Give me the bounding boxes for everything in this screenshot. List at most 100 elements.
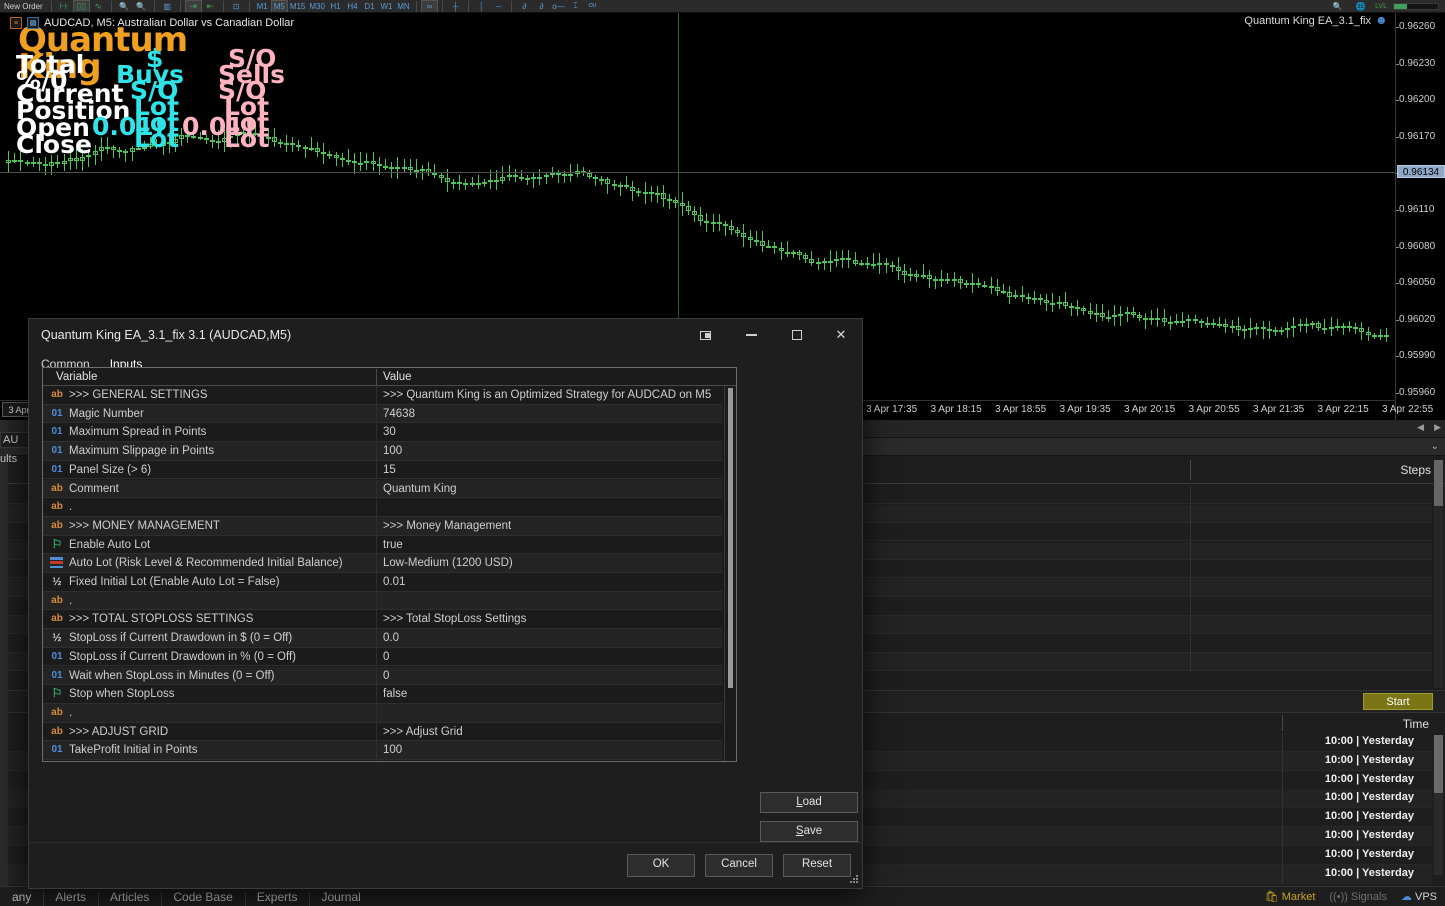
reset-button[interactable]: Reset bbox=[783, 854, 851, 877]
input-row[interactable]: ½ Fixed Initial Lot (Enable Auto Lot = Fa… bbox=[43, 573, 722, 592]
dialog-title-bar[interactable]: Quantum King EA_3.1_fix 3.1 (AUDCAD,M5) … bbox=[29, 319, 862, 351]
column-header-value[interactable]: Value bbox=[383, 371, 412, 383]
input-row[interactable]: 01 Maximum Spread in Points 30 bbox=[43, 423, 722, 443]
input-value[interactable]: >>> Quantum King is an Optimized Strateg… bbox=[383, 389, 712, 401]
equidistant-icon[interactable]: o— bbox=[552, 1, 565, 11]
input-row[interactable]: ½ StopLoss if Current Drawdown in $ (0 = … bbox=[43, 629, 722, 648]
input-value[interactable]: 0.01 bbox=[383, 576, 406, 588]
input-row[interactable]: 01Trailing Start in Points (0 = Off)0 bbox=[43, 760, 722, 761]
input-value[interactable]: 15 bbox=[383, 463, 396, 476]
timeframe-w1[interactable]: W1 bbox=[380, 1, 393, 11]
timeframe-m5[interactable]: M5 bbox=[270, 0, 288, 12]
input-value[interactable]: true bbox=[383, 538, 403, 551]
input-value[interactable]: 100 bbox=[383, 744, 403, 757]
candlestick-chart-icon[interactable]: ▯▯ bbox=[72, 0, 90, 12]
indicators-icon[interactable]: ⊡ bbox=[232, 1, 240, 11]
input-value[interactable]: 0.0 bbox=[383, 632, 399, 645]
scroll-right-icon[interactable]: ▶ bbox=[1434, 422, 1441, 432]
input-row[interactable]: ab. bbox=[43, 591, 722, 611]
input-row[interactable]: 01 Wait when StopLoss in Minutes (0 = Off… bbox=[43, 666, 722, 686]
fibonacci-icon[interactable]: ᴼᵁ bbox=[588, 1, 597, 11]
input-value[interactable]: 0 bbox=[383, 650, 390, 663]
sidebar-item-results[interactable]: ults bbox=[0, 453, 18, 465]
input-value[interactable]: >>> Money Management bbox=[383, 519, 512, 532]
horizontal-line-icon[interactable]: ─ bbox=[495, 1, 502, 11]
zoom-in-icon[interactable]: 🔍 bbox=[119, 1, 130, 11]
timeframe-m1[interactable]: M1 bbox=[256, 1, 268, 11]
input-row[interactable]: 01 Panel Size (> 6) 15 bbox=[43, 460, 722, 480]
input-value[interactable]: 74638 bbox=[383, 407, 415, 420]
statusbar-tab-articles[interactable]: Articles bbox=[98, 890, 161, 906]
chart-shift-toggle-icon[interactable]: ⇤ bbox=[206, 0, 214, 11]
pin-window-icon[interactable] bbox=[682, 319, 728, 351]
input-row[interactable]: ab >>> MONEY MANAGEMENT >>> Money Manageme… bbox=[43, 516, 722, 536]
resize-grip[interactable] bbox=[849, 875, 859, 885]
input-row[interactable]: ab Comment Quantum King bbox=[43, 479, 722, 499]
channel-icon[interactable]: ∂ bbox=[539, 1, 544, 11]
market-watch-icon[interactable]: ≡ bbox=[10, 17, 22, 29]
chevron-down-icon[interactable]: ⌄ bbox=[1430, 441, 1439, 452]
input-row[interactable]: 01 TakeProfit Initial in Points 100 bbox=[43, 741, 722, 760]
bar-chart-icon[interactable]: ⊦⊦ bbox=[59, 0, 69, 11]
timeframe-m15[interactable]: M15 bbox=[289, 1, 306, 11]
inputs-grid[interactable]: Variable Value ab >>> GENERAL SETTINGS >>>… bbox=[42, 367, 737, 762]
statusbar-tab-experts[interactable]: Experts bbox=[244, 890, 310, 906]
input-value[interactable]: 30 bbox=[383, 426, 396, 439]
timeframe-mn[interactable]: MN bbox=[397, 1, 410, 11]
templates-icon[interactable]: ∞ bbox=[420, 0, 438, 12]
vertical-line-icon[interactable]: │ bbox=[478, 1, 484, 11]
input-row[interactable]: 01 StopLoss if Current Drawdown in % (0 =… bbox=[43, 647, 722, 667]
signals-link[interactable]: ((•)) Signals bbox=[1329, 891, 1387, 903]
scroll-left-icon[interactable]: ◀ bbox=[1417, 422, 1425, 432]
ea-properties-dialog[interactable]: Quantum King EA_3.1_fix 3.1 (AUDCAD,M5) … bbox=[28, 318, 863, 889]
close-button[interactable]: ✕ bbox=[835, 327, 847, 342]
text-tool-icon[interactable]: ⌶ bbox=[573, 1, 578, 10]
market-link[interactable]: 🛍 Market bbox=[1265, 890, 1316, 903]
chart-shift-icon[interactable]: ▥ bbox=[163, 1, 171, 11]
input-row[interactable]: 01 Magic Number 74638 bbox=[43, 404, 722, 424]
price-axis[interactable]: 0.962600.962300.962000.961700.961400.961… bbox=[1395, 13, 1445, 420]
line-chart-icon[interactable]: ∿ bbox=[94, 0, 102, 11]
ok-button[interactable]: OK bbox=[627, 854, 695, 877]
trendline-icon[interactable]: ∂ bbox=[522, 1, 527, 11]
save-button[interactable]: Save bbox=[760, 821, 858, 842]
column-header-variable[interactable]: Variable bbox=[56, 371, 98, 383]
statusbar-tab-journal[interactable]: Journal bbox=[309, 890, 372, 906]
input-row[interactable]: ab. bbox=[43, 498, 722, 517]
search-icon[interactable]: 🔍 bbox=[1332, 1, 1343, 11]
input-value[interactable]: 0 bbox=[383, 669, 390, 682]
tester-scrollbar[interactable] bbox=[1434, 460, 1443, 688]
input-value[interactable]: 100 bbox=[383, 445, 403, 458]
input-row[interactable]: Auto Lot (Risk Level & Recommended Initi… bbox=[43, 554, 722, 573]
input-value[interactable]: Quantum King bbox=[383, 482, 457, 495]
inputs-grid-scrollbar[interactable] bbox=[724, 386, 736, 761]
timeframe-m30[interactable]: M30 bbox=[309, 1, 325, 11]
maximize-button[interactable] bbox=[774, 319, 820, 351]
statusbar-tab-alerts[interactable]: Alerts bbox=[43, 890, 98, 906]
globe-icon[interactable]: 🌐 bbox=[1355, 1, 1366, 11]
input-row[interactable]: ⚐ Stop when StopLoss false bbox=[43, 685, 722, 704]
minimize-button[interactable] bbox=[728, 319, 774, 351]
input-value[interactable]: false bbox=[383, 688, 408, 701]
column-header-time[interactable]: Time bbox=[1402, 717, 1429, 731]
auto-scroll-icon[interactable]: ⇥ bbox=[184, 0, 202, 12]
input-row[interactable]: ab. bbox=[43, 703, 722, 723]
journal-scrollbar[interactable] bbox=[1434, 735, 1443, 875]
crosshair-icon[interactable]: ┼ bbox=[452, 1, 459, 11]
input-value[interactable]: Low-Medium (1200 USD) bbox=[383, 557, 513, 570]
input-row[interactable]: ⚐ Enable Auto Lot true bbox=[43, 535, 722, 555]
statusbar-tab-code-base[interactable]: Code Base bbox=[161, 890, 244, 906]
input-value[interactable]: >>> Adjust Grid bbox=[383, 725, 463, 738]
input-row[interactable]: ab >>> ADJUST GRID >>> Adjust Grid bbox=[43, 722, 722, 742]
timeframe-h1[interactable]: H1 bbox=[330, 1, 341, 11]
statusbar-tab-company[interactable]: any bbox=[12, 889, 32, 904]
input-row[interactable]: 01 Maximum Slippage in Points 100 bbox=[43, 442, 722, 461]
column-header-steps[interactable]: Steps bbox=[1400, 463, 1431, 477]
data-window-icon[interactable]: ▤ bbox=[27, 17, 39, 29]
input-row[interactable]: ab >>> TOTAL STOPLOSS SETTINGS >>> Total S… bbox=[43, 610, 722, 630]
zoom-out-icon[interactable]: 🔍 bbox=[136, 1, 147, 11]
input-row[interactable]: ab >>> GENERAL SETTINGS >>> Quantum King i… bbox=[43, 386, 722, 405]
input-value[interactable]: >>> Total StopLoss Settings bbox=[383, 613, 527, 626]
main-toolbar[interactable]: New Order ⊦⊦ ▯▯ ∿ 🔍 🔍 ▥ ⇥ ⇤ ⊡ M1 M5 M15 … bbox=[0, 0, 1445, 13]
horizontal-scroll-arrows[interactable]: ◀ ▶ bbox=[1417, 422, 1441, 433]
